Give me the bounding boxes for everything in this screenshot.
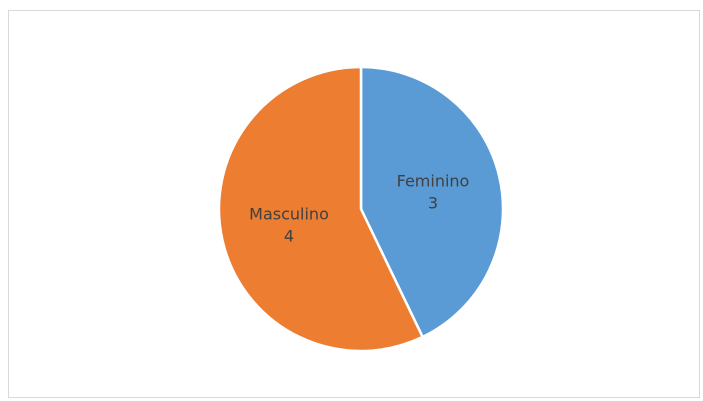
data-label-category: Feminino [397,172,470,191]
data-label-value: 4 [284,226,294,245]
pie-slice-feminino [359,65,505,339]
data-label-masculino: Masculino 4 [249,204,329,245]
pie-slice-masculino [217,65,424,353]
data-label-value: 3 [428,194,438,213]
data-label-category: Masculino [249,204,329,223]
data-label-feminino: Feminino 3 [397,172,470,213]
